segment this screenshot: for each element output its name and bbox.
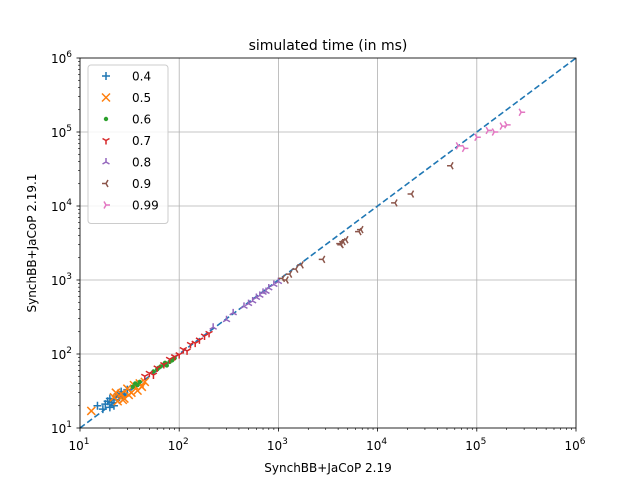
y-axis-label: SynchBB+JaCoP 2.19.1 (25, 174, 39, 313)
data-point (135, 382, 140, 388)
x-tick-label: 104 (366, 437, 387, 453)
data-point (151, 369, 156, 374)
data-point (222, 315, 231, 323)
data-point (244, 299, 253, 307)
data-point (474, 133, 481, 142)
x-tick-label: 102 (168, 437, 189, 453)
data-point (111, 388, 121, 398)
data-point (518, 108, 526, 117)
data-point (175, 351, 184, 359)
data-point (285, 270, 293, 278)
x-tick-label: 101 (68, 437, 89, 453)
y-tick-label: 106 (51, 50, 72, 66)
data-point (145, 370, 154, 378)
data-point (407, 190, 415, 198)
legend-label: 0.8 (132, 156, 151, 170)
data-point (149, 372, 158, 380)
y-tick-label: 102 (51, 346, 72, 362)
data-point (229, 308, 238, 316)
data-point (124, 390, 134, 400)
legend-label: 0.5 (132, 91, 151, 105)
data-point (105, 403, 114, 412)
x-axis-ticks: 101 102 103 104 105 106 (68, 428, 586, 453)
y-axis-ticks: 101 102 103 104 105 106 (51, 50, 80, 436)
data-point (356, 225, 364, 234)
data-point (86, 406, 96, 416)
data-point (455, 141, 463, 150)
data-point (98, 405, 107, 414)
legend-marker (101, 92, 111, 103)
data-point (153, 365, 162, 372)
data-point (140, 377, 150, 387)
data-point (137, 379, 142, 385)
data-point (262, 287, 270, 295)
data-point (297, 261, 304, 269)
x-tick-label: 105 (465, 437, 486, 453)
data-point (109, 401, 118, 410)
data-point (485, 126, 493, 135)
data-point (504, 120, 511, 129)
x-axis-label: SynchBB+JaCoP 2.19 (264, 461, 391, 475)
data-point (491, 128, 499, 136)
data-point (391, 199, 398, 207)
legend-marker (102, 158, 110, 165)
legend-marker (102, 137, 110, 145)
plot-area-frame (79, 57, 577, 429)
legend-label: 0.4 (132, 70, 151, 84)
y-tick-label: 105 (51, 124, 72, 140)
data-point (191, 340, 200, 348)
data-point (447, 161, 454, 170)
legend-marker (103, 201, 110, 209)
data-point (159, 361, 168, 369)
data-point (274, 277, 283, 285)
data-point (205, 330, 213, 338)
data-point (341, 235, 349, 244)
legend-label: 0.9 (132, 177, 151, 191)
y-tick-label: 103 (51, 272, 72, 288)
legend-marker (103, 116, 109, 122)
data-point (183, 348, 191, 355)
chart-title: simulated time (in ms) (249, 38, 408, 54)
y-tick-label: 101 (51, 420, 72, 436)
data-point (93, 401, 102, 410)
legend-label: 0.6 (132, 113, 151, 127)
legend-label: 0.99 (132, 199, 159, 213)
data-point (270, 280, 278, 288)
data-point (113, 396, 123, 406)
data-point (200, 333, 209, 341)
data-point (461, 144, 469, 153)
data-point (170, 354, 179, 361)
legend-label: 0.7 (132, 134, 151, 148)
legend-frame (87, 64, 169, 224)
data-point (282, 276, 289, 284)
data-point (291, 265, 299, 274)
data-point (140, 373, 149, 381)
x-tick-label: 103 (267, 437, 288, 453)
data-point (165, 356, 174, 364)
data-point (240, 302, 248, 310)
legend: 0.4 0.5 0.6 0.7 0.8 0.9 0.99 (87, 64, 169, 224)
data-point (195, 337, 204, 344)
data-point (337, 240, 344, 249)
legend-marker (102, 72, 110, 80)
data-points (86, 108, 526, 416)
data-point (130, 384, 135, 390)
y-tick-label: 104 (51, 198, 72, 214)
data-point (318, 255, 326, 264)
legend-marker (102, 179, 109, 188)
data-point (209, 323, 218, 330)
data-point (248, 297, 257, 304)
x-tick-label: 106 (564, 437, 585, 453)
